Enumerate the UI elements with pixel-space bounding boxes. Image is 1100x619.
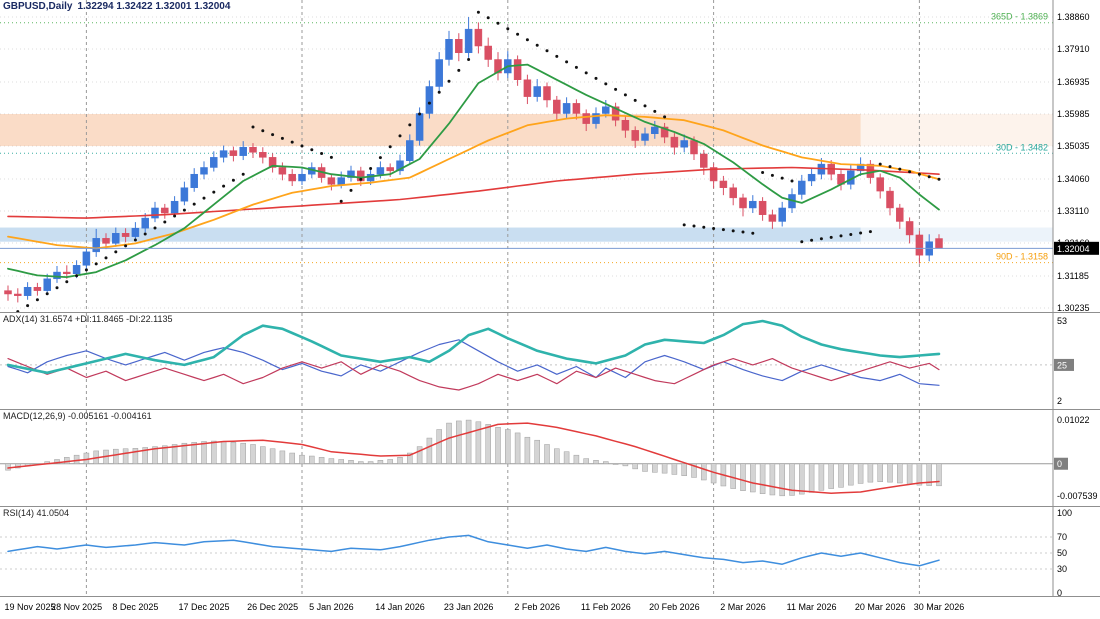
svg-text:14 Jan 2026: 14 Jan 2026 <box>375 602 425 612</box>
svg-text:1.35035: 1.35035 <box>1057 141 1090 151</box>
svg-text:20 Feb 2026: 20 Feb 2026 <box>649 602 700 612</box>
macd-canvas[interactable]: 0.01022 0 -0.007539 <box>0 410 1100 506</box>
svg-text:1.37910: 1.37910 <box>1057 44 1090 54</box>
svg-text:2: 2 <box>1057 396 1062 406</box>
svg-text:26 Dec 2025: 26 Dec 2025 <box>247 602 298 612</box>
svg-text:0: 0 <box>1057 588 1062 596</box>
rsi-indicator-panel[interactable]: 100 70 50 30 0 RSI(14) 41.0504 <box>0 506 1100 597</box>
svg-text:1.33110: 1.33110 <box>1057 206 1089 216</box>
svg-text:30D - 1.3482: 30D - 1.3482 <box>996 142 1048 152</box>
macd-indicator-panel[interactable]: 0.01022 0 -0.007539 MACD(12,26,9) -0.00516… <box>0 409 1100 507</box>
svg-text:90D - 1.3158: 90D - 1.3158 <box>996 252 1048 262</box>
svg-text:1.30235: 1.30235 <box>1057 303 1090 312</box>
svg-text:20 Mar 2026: 20 Mar 2026 <box>855 602 906 612</box>
svg-text:1.32004: 1.32004 <box>1057 244 1090 254</box>
svg-text:19 Nov 2025: 19 Nov 2025 <box>4 602 55 612</box>
svg-text:1.31185: 1.31185 <box>1057 271 1089 281</box>
svg-text:70: 70 <box>1057 532 1067 542</box>
svg-text:-0.007539: -0.007539 <box>1057 491 1098 501</box>
svg-text:23 Jan 2026: 23 Jan 2026 <box>444 602 494 612</box>
svg-text:28 Nov 2025: 28 Nov 2025 <box>51 602 102 612</box>
time-axis[interactable]: 19 Nov 2025 28 Nov 2025 8 Dec 2025 17 Dec 2… <box>0 596 1100 619</box>
svg-text:100: 100 <box>1057 508 1072 518</box>
svg-text:30: 30 <box>1057 564 1067 574</box>
svg-text:50: 50 <box>1057 548 1067 558</box>
price-chart-canvas[interactable]: 1.38860 1.37910 1.36935 1.35985 1.35035 1.340… <box>0 0 1100 312</box>
svg-text:17 Dec 2025: 17 Dec 2025 <box>178 602 229 612</box>
svg-text:5 Jan 2026: 5 Jan 2026 <box>309 602 354 612</box>
svg-text:8 Dec 2025: 8 Dec 2025 <box>112 602 158 612</box>
svg-text:2 Mar 2026: 2 Mar 2026 <box>720 602 766 612</box>
svg-text:1.35985: 1.35985 <box>1057 109 1090 119</box>
svg-text:0: 0 <box>1057 459 1062 469</box>
svg-text:1.38860: 1.38860 <box>1057 12 1090 22</box>
svg-text:11 Feb 2026: 11 Feb 2026 <box>581 602 631 612</box>
svg-text:365D - 1.3869: 365D - 1.3869 <box>991 12 1048 22</box>
adx-canvas[interactable]: 53 25 2 <box>0 313 1100 409</box>
rsi-canvas[interactable]: 100 70 50 30 0 <box>0 507 1100 596</box>
svg-text:1.34060: 1.34060 <box>1057 174 1090 184</box>
svg-text:0.01022: 0.01022 <box>1057 415 1090 425</box>
svg-text:1.36935: 1.36935 <box>1057 77 1090 87</box>
svg-text:53: 53 <box>1057 316 1067 326</box>
svg-text:11 Mar 2026: 11 Mar 2026 <box>787 602 837 612</box>
price-chart-panel[interactable]: 1.38860 1.37910 1.36935 1.35985 1.35035 1.340… <box>0 0 1100 312</box>
adx-indicator-panel[interactable]: 53 25 2 ADX(14) 31.6574 +DI:11.8465 -DI:22… <box>0 312 1100 410</box>
svg-text:30 Mar 2026: 30 Mar 2026 <box>914 602 965 612</box>
svg-text:25: 25 <box>1057 360 1067 370</box>
svg-text:2 Feb 2026: 2 Feb 2026 <box>514 602 560 612</box>
